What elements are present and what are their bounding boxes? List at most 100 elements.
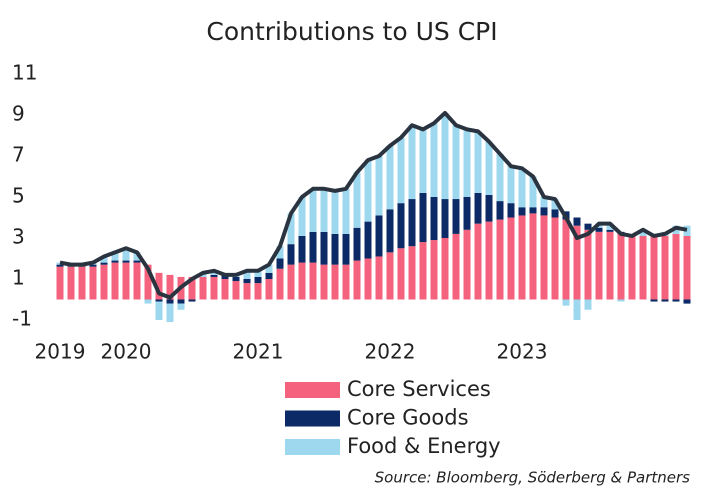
bar <box>166 303 174 323</box>
bar <box>463 229 471 300</box>
x-tick-label: 2022 <box>365 340 416 364</box>
bar <box>606 223 614 230</box>
y-tick-label: -1 <box>12 307 32 331</box>
bar <box>595 231 603 300</box>
bar <box>452 233 460 300</box>
bar <box>122 260 130 263</box>
source: Source: Bloomberg, Söderberg & Partners <box>375 469 691 487</box>
bar <box>507 166 515 204</box>
bar <box>485 141 493 195</box>
bar <box>639 235 647 300</box>
bar <box>562 219 570 300</box>
bar <box>221 279 229 300</box>
bar <box>419 242 427 300</box>
bar <box>232 281 240 300</box>
bar <box>331 233 339 265</box>
bar <box>265 279 273 300</box>
bar <box>540 215 548 300</box>
bar <box>210 274 218 277</box>
bar <box>463 129 471 197</box>
bar <box>683 235 691 300</box>
bar <box>386 209 394 253</box>
bar <box>419 129 427 193</box>
legend-label: Core Services <box>347 377 491 401</box>
bar <box>606 229 614 232</box>
bar <box>342 188 350 234</box>
bar <box>496 201 504 220</box>
bar <box>111 252 119 261</box>
bar <box>254 270 262 277</box>
bar <box>551 217 559 300</box>
bar <box>144 264 152 300</box>
bar <box>474 131 482 193</box>
bar <box>353 227 361 261</box>
legend-label: Food & Energy <box>347 434 501 458</box>
bar <box>188 276 196 300</box>
legend-swatch <box>285 439 340 455</box>
bar <box>122 262 130 300</box>
bar <box>639 229 647 236</box>
bar <box>243 279 251 284</box>
bar <box>441 112 449 200</box>
legend-label: Core Goods <box>347 406 469 430</box>
bar <box>650 235 658 300</box>
bar <box>342 264 350 300</box>
bar <box>56 264 64 267</box>
bar <box>683 299 691 304</box>
bar <box>122 248 130 261</box>
bar <box>56 266 64 300</box>
bar <box>375 215 383 257</box>
bar <box>518 168 526 208</box>
bar <box>661 235 669 300</box>
bar <box>320 264 328 300</box>
bar <box>397 203 405 249</box>
y-tick-label: 9 <box>12 102 25 126</box>
legend-swatch <box>285 382 340 398</box>
bar <box>375 256 383 300</box>
bar <box>573 299 581 320</box>
bar <box>133 260 141 263</box>
bar <box>111 260 119 263</box>
bar <box>298 262 306 300</box>
bar <box>166 299 174 304</box>
bar <box>584 229 592 300</box>
bar <box>276 246 284 259</box>
y-tick-label: 3 <box>12 225 25 249</box>
bar <box>540 197 548 208</box>
bar <box>507 203 515 218</box>
bar <box>309 188 317 232</box>
bar <box>254 276 262 284</box>
bar <box>364 221 372 259</box>
bar <box>474 223 482 300</box>
bar <box>254 283 262 300</box>
bar <box>111 262 119 300</box>
bar <box>320 188 328 232</box>
legend-swatch <box>285 410 340 427</box>
bar <box>441 199 449 238</box>
bar <box>672 233 680 300</box>
x-tick-label: 2019 <box>35 340 86 364</box>
bar <box>309 231 317 263</box>
bar <box>397 137 405 204</box>
bar <box>584 299 592 310</box>
bar <box>573 225 581 300</box>
bar <box>276 258 284 269</box>
bar <box>243 270 251 279</box>
x-tick-label: 2020 <box>101 340 152 364</box>
bar <box>265 264 273 273</box>
bar <box>188 299 196 302</box>
bar <box>133 262 141 300</box>
bar <box>320 231 328 265</box>
bar <box>331 190 339 234</box>
bar <box>287 244 295 265</box>
bar <box>518 215 526 300</box>
bar <box>452 199 460 234</box>
bar <box>287 264 295 300</box>
bar <box>353 172 361 228</box>
bar <box>551 199 559 210</box>
bar <box>100 256 108 263</box>
y-tick-label: 7 <box>12 143 25 167</box>
bar <box>210 276 218 300</box>
bar <box>408 125 416 200</box>
y-tick-label: 5 <box>12 184 25 208</box>
